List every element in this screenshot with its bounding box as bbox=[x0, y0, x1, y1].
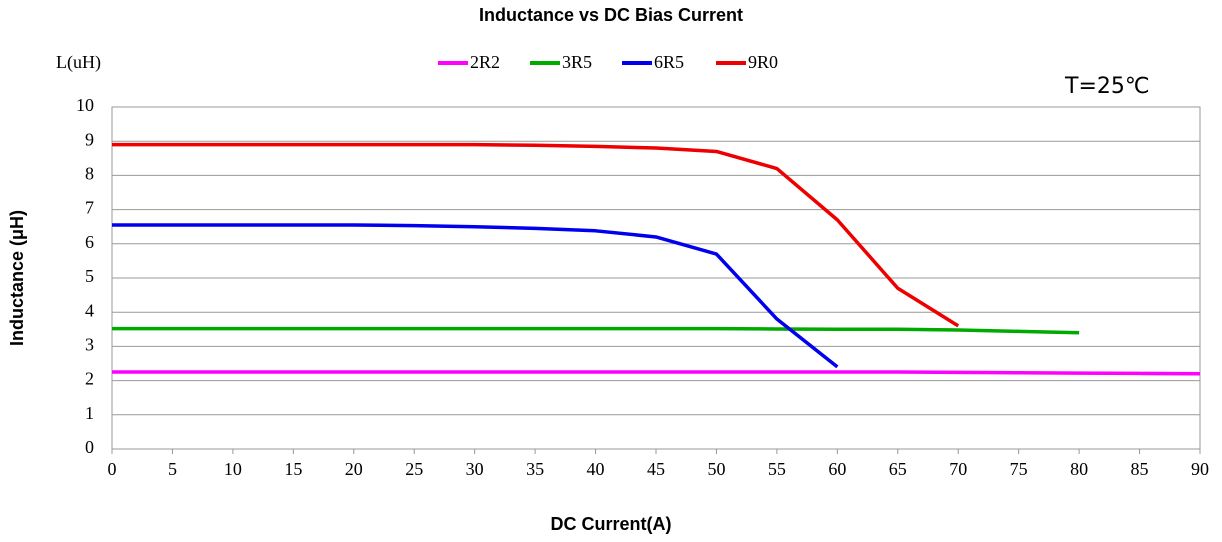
y-tick-label: 1 bbox=[85, 403, 94, 423]
x-axis-label: DC Current(A) bbox=[551, 514, 672, 534]
y-axis-label: Inductance (μH) bbox=[7, 210, 27, 346]
x-tick-label: 70 bbox=[949, 459, 967, 479]
y-tick-label: 3 bbox=[85, 335, 94, 355]
legend-label: 9R0 bbox=[748, 52, 778, 72]
x-tick-label: 25 bbox=[405, 459, 423, 479]
x-tick-label: 55 bbox=[768, 459, 786, 479]
x-tick-label: 15 bbox=[284, 459, 302, 479]
series-line bbox=[112, 142, 960, 328]
x-tick-label: 50 bbox=[707, 459, 725, 479]
y-tick-label: 2 bbox=[85, 369, 94, 389]
legend-label: 6R5 bbox=[654, 52, 684, 72]
y-tick-label: 8 bbox=[85, 164, 94, 184]
y-tick-label: 5 bbox=[85, 266, 94, 286]
unit-annotation: L(uH) bbox=[56, 52, 101, 73]
x-tick-label: 20 bbox=[345, 459, 363, 479]
y-tick-label: 4 bbox=[85, 300, 94, 320]
temperature-annotation: T=25℃ bbox=[1064, 74, 1150, 99]
x-tick-label: 90 bbox=[1191, 459, 1209, 479]
x-tick-label: 85 bbox=[1131, 459, 1149, 479]
legend-label: 3R5 bbox=[562, 52, 592, 72]
x-tick-label: 80 bbox=[1070, 459, 1088, 479]
x-tick-label: 45 bbox=[647, 459, 665, 479]
y-tick-label: 9 bbox=[85, 129, 94, 149]
x-tick-label: 40 bbox=[587, 459, 605, 479]
chart-title: Inductance vs DC Bias Current bbox=[479, 5, 743, 25]
legend-label: 2R2 bbox=[470, 52, 500, 72]
x-tick-label: 65 bbox=[889, 459, 907, 479]
y-tick-label: 7 bbox=[85, 198, 94, 218]
series-line bbox=[112, 370, 1201, 376]
series-line bbox=[112, 326, 1080, 335]
x-tick-label: 10 bbox=[224, 459, 242, 479]
x-tick-label: 35 bbox=[526, 459, 544, 479]
series-line bbox=[112, 223, 839, 369]
x-tick-label: 75 bbox=[1010, 459, 1028, 479]
x-tick-label: 0 bbox=[108, 459, 117, 479]
x-tick-label: 30 bbox=[466, 459, 484, 479]
y-tick-label: 0 bbox=[85, 437, 94, 457]
x-tick-label: 60 bbox=[828, 459, 846, 479]
y-tick-label: 6 bbox=[85, 232, 94, 252]
y-tick-label: 10 bbox=[76, 95, 94, 115]
x-tick-label: 5 bbox=[168, 459, 177, 479]
